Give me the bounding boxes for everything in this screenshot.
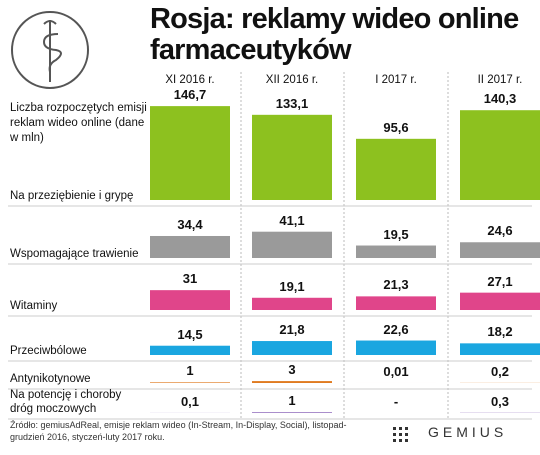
value-label: 146,7 (173, 87, 207, 103)
value-label: - (393, 394, 399, 409)
value-label: 41,1 (279, 212, 305, 228)
value-label: 95,6 (383, 119, 409, 135)
chart-title: Rosja: reklamy wideo online farmaceutykó… (150, 3, 519, 66)
logo: GEMIUS (428, 424, 508, 440)
bar (252, 297, 332, 310)
bar (252, 114, 332, 200)
bar (252, 231, 332, 258)
bar (252, 381, 332, 383)
value-label: 21,8 (279, 322, 305, 338)
pharma-icon (11, 11, 89, 89)
bar (356, 296, 436, 310)
bar (150, 345, 230, 355)
value-label: 18,2 (487, 324, 513, 340)
row-label: Witaminy (10, 300, 58, 312)
bar (150, 106, 230, 200)
value-label: 1 (288, 393, 296, 409)
column-header: I 2017 r. (375, 74, 417, 86)
bar (252, 341, 332, 355)
value-label: 27,1 (487, 273, 513, 289)
bar (252, 412, 332, 413)
value-label: 22,6 (383, 321, 409, 337)
value-label: 24,6 (487, 223, 513, 239)
bar (460, 242, 540, 258)
value-label: 0,01 (383, 363, 409, 379)
source: Źródło: gemiusAdReal, emisje reklam wide… (10, 420, 347, 442)
value-label: 14,5 (177, 326, 203, 342)
row-label: Przeciwbólowe (10, 345, 87, 357)
value-label: 31 (182, 271, 198, 287)
value-label: 1 (186, 363, 194, 379)
bar (150, 290, 230, 310)
column-header: XII 2016 r. (265, 74, 319, 86)
row-label: Wspomagające trawienie (10, 248, 139, 260)
value-label: 0,2 (490, 363, 510, 379)
bar (356, 245, 436, 258)
value-label: 0,1 (180, 393, 200, 409)
value-label: 19,5 (383, 226, 409, 242)
value-label: 21,3 (383, 277, 409, 293)
row-label: Na potencję i choroby dróg moczowych (10, 389, 122, 415)
value-label: 133,1 (275, 95, 309, 111)
value-label: 3 (288, 362, 296, 378)
bar (460, 343, 540, 355)
bar (150, 235, 230, 258)
value-label: 34,4 (177, 216, 203, 232)
value-label: 0,3 (490, 393, 510, 409)
bar (150, 382, 230, 383)
bar (356, 138, 436, 200)
value-label: 140,3 (483, 91, 517, 107)
row-label: Antynikotynowe (10, 373, 91, 385)
column-header: II 2017 r. (477, 74, 523, 86)
row-label: Na przeziębienie i grypę (10, 190, 134, 202)
column-header: XI 2016 r. (165, 74, 215, 86)
bar (356, 340, 436, 355)
bar (460, 292, 540, 310)
bar (460, 110, 540, 200)
subtitle: Liczba rozpoczętych emisji reklam wideo … (10, 102, 147, 144)
logo-dots (393, 427, 408, 442)
value-label: 19,1 (279, 278, 305, 294)
